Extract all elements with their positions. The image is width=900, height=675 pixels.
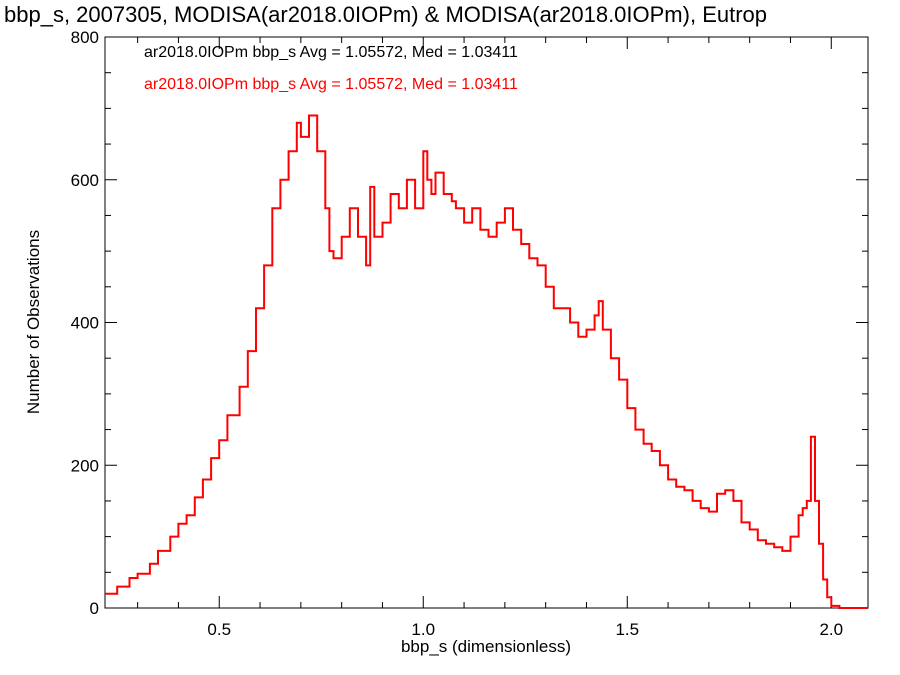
x-tick-label: 1.0 [411, 620, 435, 639]
y-tick-label: 600 [71, 171, 99, 190]
series-layer [105, 114, 868, 609]
x-tick-label: 0.5 [207, 620, 231, 639]
y-tick-label: 200 [71, 456, 99, 475]
axis-ticks: 0.5 1.0 1.5 2.0 0 200 400 600 800 [71, 28, 868, 639]
stats-annotation-red: ar2018.0IOPm bbp_s Avg = 1.05572, Med = … [144, 76, 518, 93]
histogram-series-0 [105, 114, 868, 609]
x-tick-label: 1.5 [615, 620, 639, 639]
y-tick-label: 800 [71, 28, 99, 47]
y-tick-label: 0 [90, 599, 99, 618]
chart-title: bbp_s, 2007305, MODISA(ar2018.0IOPm) & M… [4, 2, 768, 27]
y-tick-label: 400 [71, 314, 99, 333]
y-axis-label: Number of Observations [24, 229, 43, 415]
axes-frame [104, 36, 869, 609]
x-tick-label: 2.0 [819, 620, 843, 639]
stats-annotation-black: ar2018.0IOPm bbp_s Avg = 1.05572, Med = … [144, 44, 518, 61]
plot-frame [104, 36, 869, 609]
x-axis-label: bbp_s (dimensionless) [400, 637, 572, 656]
